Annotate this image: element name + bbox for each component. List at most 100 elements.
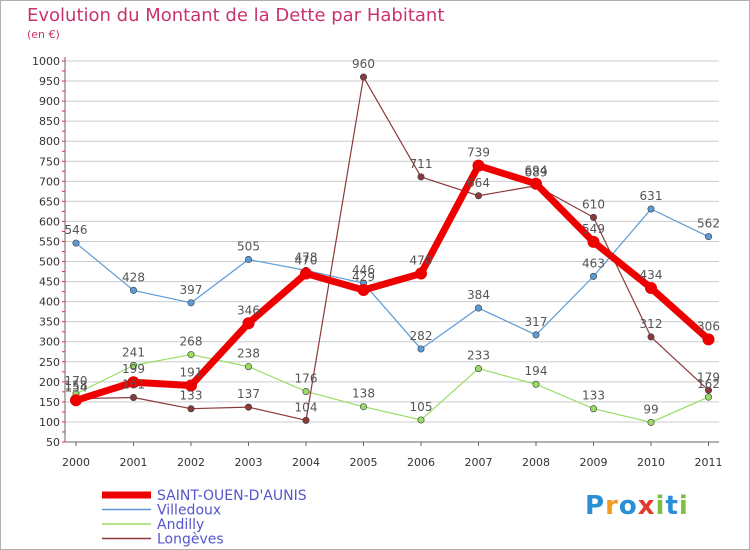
data-point-andilly xyxy=(130,361,138,369)
y-tick-label: 200 xyxy=(39,376,60,389)
data-label-villedoux: 428 xyxy=(122,270,145,284)
data-label-villedoux: 384 xyxy=(467,288,490,302)
data-label-andilly: 138 xyxy=(352,387,375,401)
data-point-andilly xyxy=(589,405,597,413)
data-label-saint-ouen-d-aunis: 470 xyxy=(295,254,318,268)
data-label-saint-ouen-d-aunis: 154 xyxy=(65,380,88,394)
data-point-villedoux xyxy=(589,272,597,280)
data-point-saint-ouen-d-aunis xyxy=(357,284,370,297)
y-tick-label: 950 xyxy=(39,75,60,88)
series-line-long-ves xyxy=(75,76,710,421)
data-label-villedoux: 505 xyxy=(237,240,260,254)
x-tick-label: 2002 xyxy=(177,456,205,469)
data-label-saint-ouen-d-aunis: 739 xyxy=(467,146,490,160)
y-tick-label: 350 xyxy=(39,316,60,329)
logo-letter: o xyxy=(618,491,638,521)
x-tick-label: 2008 xyxy=(522,456,550,469)
y-tick-label: 650 xyxy=(39,195,60,208)
data-label-long-ves: 179 xyxy=(697,370,720,384)
data-label-villedoux: 446 xyxy=(352,263,375,277)
grid-layer xyxy=(65,60,719,443)
data-label-andilly: 233 xyxy=(467,349,490,363)
data-point-villedoux xyxy=(187,299,195,307)
y-tick-label: 900 xyxy=(39,95,60,108)
data-point-long-ves xyxy=(245,403,253,411)
x-tick-label: 2011 xyxy=(695,456,723,469)
logo-letter: x xyxy=(637,491,656,521)
data-point-saint-ouen-d-aunis xyxy=(127,376,140,389)
legend-label: Andilly xyxy=(157,517,204,533)
data-label-villedoux: 282 xyxy=(410,329,433,343)
series-line-villedoux xyxy=(75,208,710,350)
data-label-andilly: 176 xyxy=(295,371,318,385)
y-tick-label: 50 xyxy=(46,436,60,449)
legend-label: SAINT-OUEN-D'AUNIS xyxy=(157,488,307,504)
y-tick-label: 300 xyxy=(39,336,60,349)
data-label-long-ves: 158 xyxy=(65,379,88,393)
data-point-saint-ouen-d-aunis xyxy=(70,394,82,407)
data-point-andilly xyxy=(359,403,367,411)
data-label-andilly: 170 xyxy=(65,374,88,388)
x-tick-label: 2003 xyxy=(235,456,263,469)
data-point-andilly xyxy=(417,416,425,424)
y-tick-label: 150 xyxy=(39,396,60,409)
y-tick-label: 750 xyxy=(39,155,60,168)
x-tick-label: 2006 xyxy=(407,456,435,469)
data-label-villedoux: 463 xyxy=(582,256,605,270)
data-point-long-ves xyxy=(187,405,195,413)
x-tick-label: 2005 xyxy=(350,456,378,469)
y-tick-label: 400 xyxy=(39,296,60,309)
x-tick-label: 2001 xyxy=(120,456,148,469)
data-point-saint-ouen-d-aunis xyxy=(300,267,312,280)
data-label-saint-ouen-d-aunis: 434 xyxy=(640,268,663,282)
data-label-andilly: 238 xyxy=(237,347,260,361)
data-label-andilly: 133 xyxy=(582,389,605,403)
data-label-villedoux: 546 xyxy=(65,223,88,237)
data-point-villedoux xyxy=(245,256,253,264)
data-point-saint-ouen-d-aunis xyxy=(415,267,427,280)
data-label-long-ves: 664 xyxy=(467,176,490,190)
value-label-layer: 546 428 397 505 478 446 282 384 317 463 631 562 170 2… xyxy=(65,57,720,416)
data-label-villedoux: 478 xyxy=(295,250,318,264)
legend-label: Villedoux xyxy=(157,503,221,519)
data-label-saint-ouen-d-aunis: 694 xyxy=(525,164,548,178)
logo-letter: r xyxy=(605,491,619,521)
y-tick-label: 1000 xyxy=(32,55,60,68)
data-point-long-ves xyxy=(704,386,712,394)
data-point-villedoux xyxy=(704,233,712,241)
data-label-andilly: 194 xyxy=(525,364,548,378)
data-point-villedoux xyxy=(647,205,655,213)
data-point-andilly xyxy=(532,380,540,388)
series-layer xyxy=(70,73,715,426)
data-point-andilly xyxy=(704,393,712,401)
data-label-long-ves: 610 xyxy=(582,197,605,211)
data-label-saint-ouen-d-aunis: 346 xyxy=(237,303,260,317)
data-label-long-ves: 711 xyxy=(410,157,433,171)
data-label-long-ves: 312 xyxy=(640,317,663,331)
data-label-andilly: 105 xyxy=(410,400,433,414)
logo-letter: P xyxy=(585,491,606,521)
data-label-saint-ouen-d-aunis: 470 xyxy=(410,254,433,268)
data-point-villedoux xyxy=(532,331,540,339)
data-point-long-ves xyxy=(589,213,597,221)
data-label-villedoux: 317 xyxy=(525,315,548,329)
data-label-andilly: 268 xyxy=(180,335,203,349)
data-label-andilly: 241 xyxy=(122,345,145,359)
y-tick-label: 700 xyxy=(39,175,60,188)
legend-label: Longèves xyxy=(157,532,224,548)
logo-letter: i xyxy=(655,491,666,521)
chart-title: Evolution du Montant de la Dette par Hab… xyxy=(27,5,445,26)
series-line-andilly xyxy=(75,353,710,423)
logo-letter: i xyxy=(678,491,689,521)
data-label-saint-ouen-d-aunis: 199 xyxy=(122,362,145,376)
data-point-andilly xyxy=(187,351,195,359)
y-tick-label: 850 xyxy=(39,115,60,128)
data-point-long-ves xyxy=(417,173,425,181)
data-point-long-ves xyxy=(474,192,482,200)
y-tick-label: 600 xyxy=(39,215,60,228)
y-tick-label: 800 xyxy=(39,135,60,148)
y-tick-label: 500 xyxy=(39,256,60,269)
x-tick-label: 2000 xyxy=(62,456,90,469)
axis-layer: 50 100 150 200 250 300 350 400 450 500 550 600 650 70… xyxy=(32,55,723,469)
data-label-villedoux: 631 xyxy=(640,189,663,203)
